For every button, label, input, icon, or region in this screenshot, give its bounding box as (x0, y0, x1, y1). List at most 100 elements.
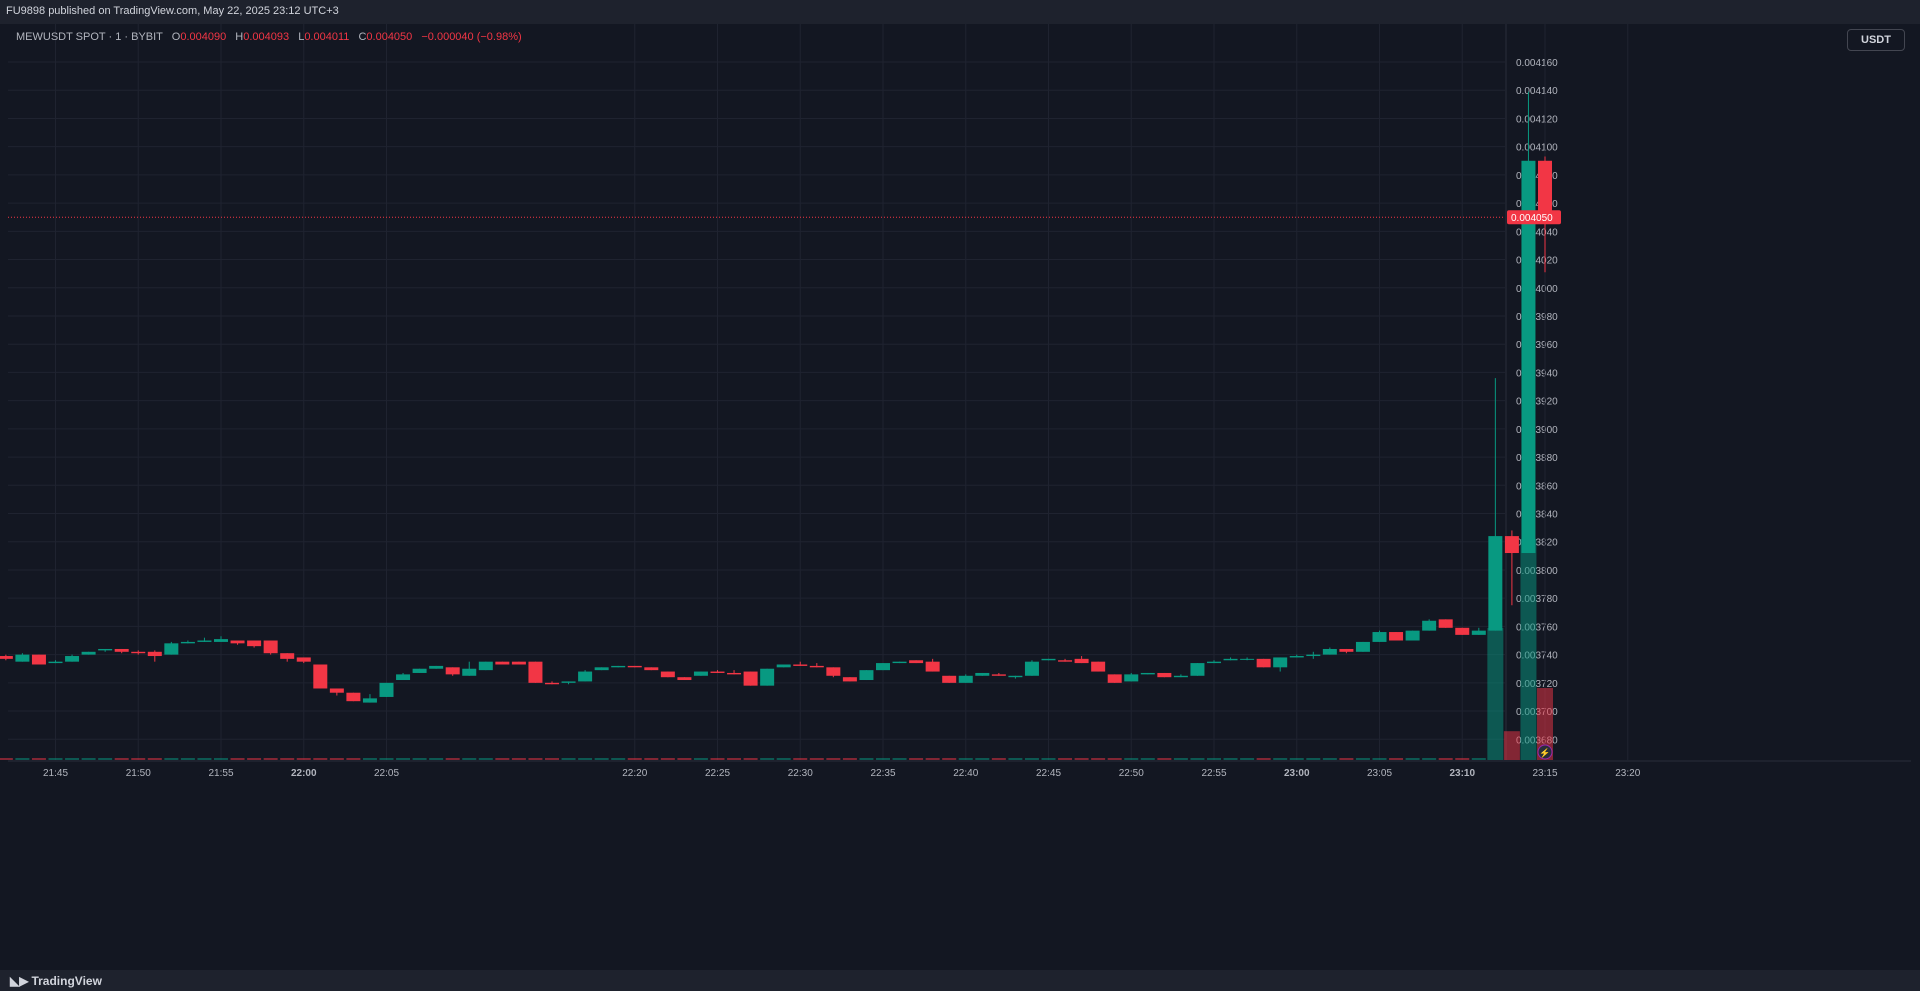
candle-up[interactable] (1355, 641, 1370, 652)
candle-up[interactable] (65, 656, 80, 662)
candle-up[interactable] (396, 674, 411, 681)
candle-down[interactable] (0, 656, 13, 659)
candle-up[interactable] (1289, 656, 1304, 658)
tradingview-logo[interactable]: ◣▶ TradingView (10, 974, 102, 988)
candle-down[interactable] (528, 661, 543, 683)
candle-down[interactable] (644, 667, 659, 671)
candle-up[interactable] (1140, 672, 1155, 675)
candle-down[interactable] (1091, 661, 1106, 672)
candle-down[interactable] (329, 688, 344, 693)
candle-up[interactable] (776, 664, 791, 668)
candle-up[interactable] (975, 672, 990, 676)
candle-down[interactable] (313, 664, 328, 689)
candle-down[interactable] (131, 651, 146, 654)
candle-down[interactable] (280, 653, 295, 659)
candle-up[interactable] (214, 639, 228, 642)
candle-up[interactable] (1240, 658, 1255, 660)
candle-up[interactable] (81, 651, 96, 655)
candle-down[interactable] (263, 640, 278, 654)
candle-up[interactable] (1273, 657, 1288, 668)
candle-up[interactable] (1041, 658, 1056, 661)
candle-down[interactable] (1438, 619, 1453, 628)
candle-up[interactable] (98, 648, 113, 651)
candle-up[interactable] (1008, 675, 1023, 678)
symbol-label[interactable]: MEWUSDT SPOT · 1 · BYBIT (16, 31, 163, 43)
candle-up[interactable] (760, 668, 775, 686)
candle-up[interactable] (412, 668, 427, 673)
candle-up[interactable] (958, 675, 973, 683)
candle-up[interactable] (1488, 536, 1503, 631)
candle-down[interactable] (247, 640, 262, 647)
candle-down[interactable] (31, 654, 46, 665)
candle-down[interactable] (445, 667, 460, 675)
candle-down[interactable] (1157, 672, 1172, 678)
candle-up[interactable] (1124, 674, 1139, 682)
candle-up[interactable] (1471, 630, 1486, 635)
candle-down[interactable] (1107, 674, 1122, 683)
candle-up[interactable] (1372, 632, 1387, 642)
candle-up[interactable] (197, 640, 212, 642)
candle-down[interactable] (925, 661, 940, 672)
candle-down[interactable] (1538, 160, 1552, 218)
candle-up[interactable] (1422, 620, 1437, 631)
candle-down[interactable] (1058, 660, 1073, 662)
candle-down[interactable] (677, 677, 692, 681)
candle-down[interactable] (545, 682, 559, 685)
candle-down[interactable] (627, 665, 642, 668)
candle-up[interactable] (611, 665, 626, 668)
candle-up[interactable] (561, 681, 576, 683)
candle-down[interactable] (1074, 658, 1089, 664)
candle-down[interactable] (147, 651, 162, 657)
candle-up[interactable] (462, 668, 477, 676)
candle-down[interactable] (710, 671, 725, 673)
candle-up[interactable] (876, 663, 890, 671)
candle-down[interactable] (511, 661, 526, 665)
currency-button[interactable]: USDT (1847, 29, 1905, 51)
candle-up[interactable] (1521, 160, 1536, 554)
candle-up[interactable] (379, 682, 394, 697)
candle-down[interactable] (1455, 627, 1470, 635)
candle-down[interactable] (743, 671, 758, 686)
candle-down[interactable] (230, 640, 245, 644)
candle-down[interactable] (296, 657, 311, 662)
candle-up[interactable] (362, 698, 377, 703)
candle-up[interactable] (15, 654, 30, 662)
candle-down[interactable] (114, 648, 129, 652)
candle-down[interactable] (727, 672, 742, 675)
candle-up[interactable] (164, 643, 179, 655)
candle-up[interactable] (1306, 654, 1321, 657)
candle-down[interactable] (346, 692, 361, 702)
candle-down[interactable] (826, 667, 841, 676)
candle-up[interactable] (578, 671, 593, 682)
candle-up[interactable] (1223, 658, 1238, 661)
candle-up[interactable] (892, 661, 907, 664)
candle-up[interactable] (1207, 661, 1221, 664)
candle-down[interactable] (1389, 632, 1404, 641)
candle-down[interactable] (809, 665, 824, 668)
candle-up[interactable] (1405, 630, 1420, 641)
candle-up[interactable] (429, 665, 444, 669)
candle-up[interactable] (180, 641, 195, 644)
candle-up[interactable] (859, 670, 874, 681)
candle-down[interactable] (909, 660, 924, 664)
candle-up[interactable] (1322, 648, 1337, 655)
candle-up[interactable] (478, 661, 493, 671)
candle-down[interactable] (942, 675, 957, 683)
candle-down[interactable] (660, 671, 675, 678)
candle-down[interactable] (1339, 648, 1354, 652)
event-marker-icon[interactable] (1537, 744, 1553, 760)
candle-up[interactable] (693, 671, 708, 676)
candle-up[interactable] (1190, 663, 1205, 676)
candle-up[interactable] (594, 667, 609, 671)
candle-up[interactable] (48, 661, 63, 664)
candle-down[interactable] (991, 674, 1006, 676)
candle-down[interactable] (842, 677, 857, 682)
candle-up[interactable] (1024, 661, 1039, 676)
candle-up[interactable] (1173, 675, 1188, 678)
candle-down[interactable] (495, 661, 510, 665)
volume-bar (114, 758, 129, 760)
candle-down[interactable] (1256, 658, 1271, 668)
candle-down[interactable] (1504, 536, 1519, 554)
candle-down[interactable] (793, 664, 808, 666)
